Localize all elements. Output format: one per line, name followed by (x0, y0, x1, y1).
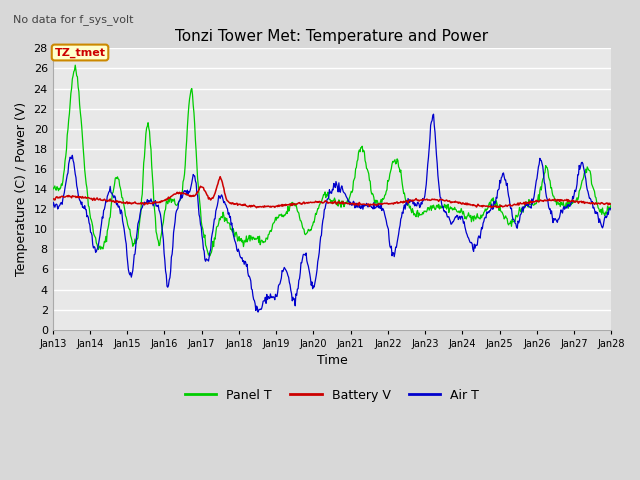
X-axis label: Time: Time (317, 354, 348, 367)
Title: Tonzi Tower Met: Temperature and Power: Tonzi Tower Met: Temperature and Power (175, 29, 488, 44)
Y-axis label: Temperature (C) / Power (V): Temperature (C) / Power (V) (15, 102, 28, 276)
Legend: Panel T, Battery V, Air T: Panel T, Battery V, Air T (180, 384, 484, 407)
Text: TZ_tmet: TZ_tmet (54, 48, 106, 58)
Text: No data for f_sys_volt: No data for f_sys_volt (13, 14, 133, 25)
